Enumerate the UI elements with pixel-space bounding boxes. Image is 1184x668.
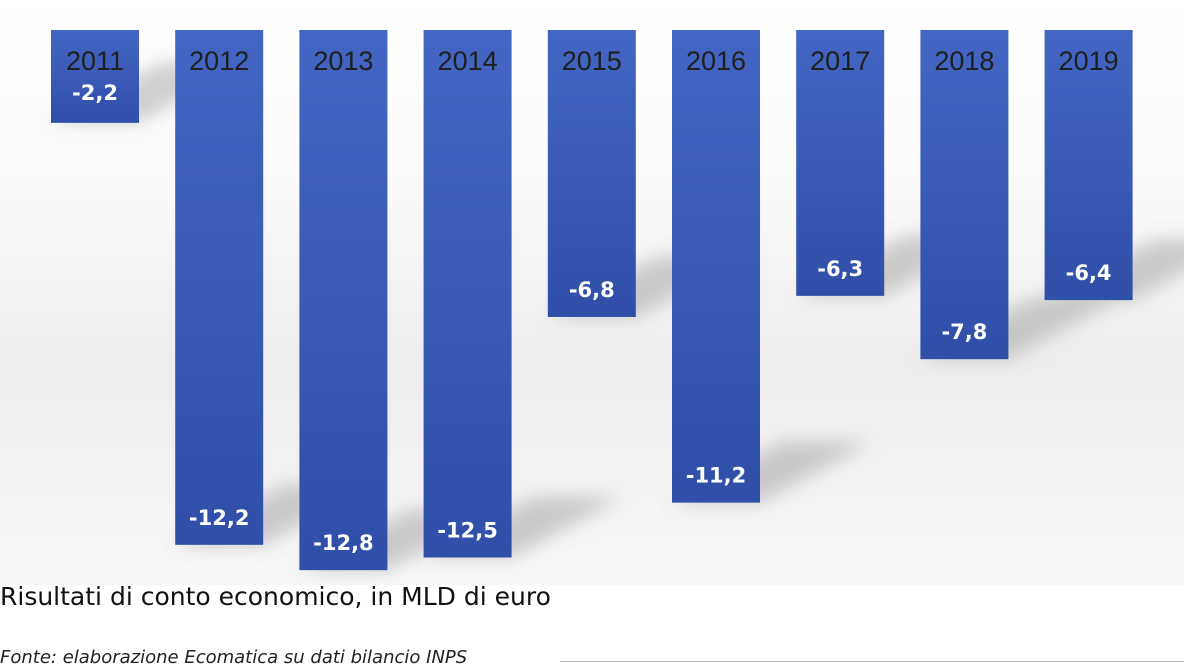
data-label: -6,4	[1066, 261, 1112, 285]
bar-2016	[672, 30, 760, 503]
bar-2014	[423, 30, 512, 558]
data-label: -7,8	[941, 320, 987, 344]
bar-2011	[51, 30, 139, 123]
bar-2012	[175, 30, 264, 545]
category-label: 2012	[189, 46, 249, 76]
data-label: -2,2	[72, 81, 118, 105]
chart-area: 2011 -2,2 2012 -12,2 2013 -12,8 2014 -12,5 2015 -…	[0, 0, 1184, 585]
category-label: 2013	[313, 46, 373, 76]
category-label: 2015	[562, 46, 622, 76]
category-label: 2019	[1059, 46, 1119, 76]
category-label: 2016	[686, 46, 746, 76]
category-label: 2011	[66, 46, 124, 76]
bar-2019	[1044, 30, 1133, 301]
category-label: 2018	[934, 46, 994, 76]
divider	[560, 661, 1184, 662]
data-label: -12,8	[313, 531, 374, 555]
bar-chart: 2011 -2,2 2012 -12,2 2013 -12,8 2014 -12,5 2015 -…	[51, 30, 1184, 571]
bar-2017	[796, 30, 885, 296]
data-label: -6,8	[569, 278, 615, 302]
category-label: 2014	[438, 46, 498, 76]
data-label: -12,2	[189, 506, 250, 530]
bar-2018	[920, 30, 1009, 360]
chart-caption: Risultati di conto economico, in MLD di …	[0, 582, 551, 611]
data-label: -11,2	[686, 464, 747, 488]
bar-2015	[547, 30, 636, 317]
bar-2013	[299, 30, 388, 571]
category-label: 2017	[810, 46, 870, 76]
data-label: -6,3	[817, 257, 863, 281]
data-label: -12,5	[437, 519, 498, 543]
source-note: Fonte: elaborazione Ecomatica su dati bi…	[0, 647, 468, 668]
